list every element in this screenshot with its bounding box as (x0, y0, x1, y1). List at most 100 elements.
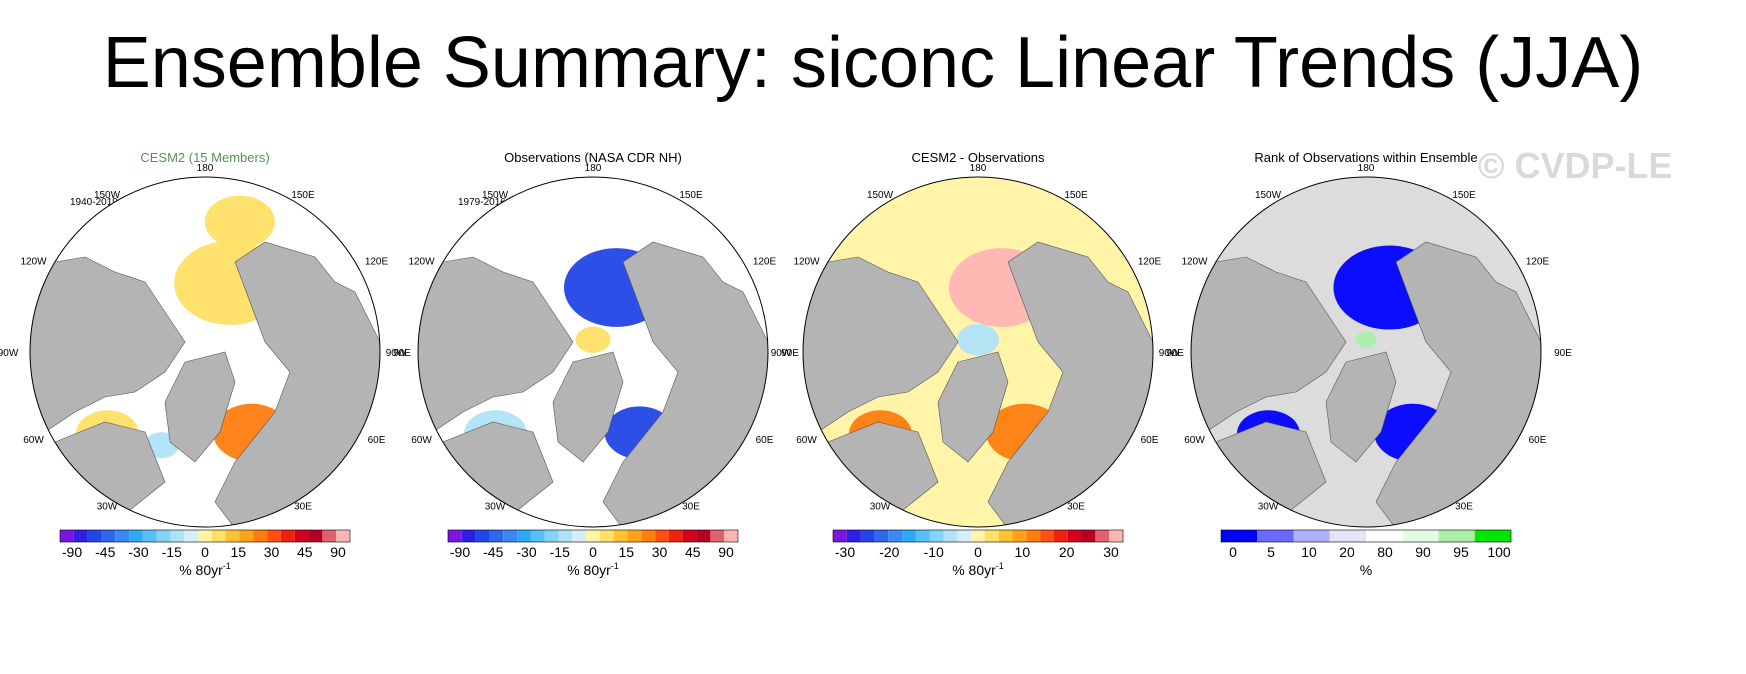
lon-label-30W: 30W (870, 502, 891, 513)
colorbar-swatch (1067, 530, 1082, 542)
colorbar-tick-label: -90 (450, 544, 470, 560)
trend-region-pole (575, 326, 611, 353)
trend-region-east-siberian (204, 195, 275, 249)
lon-label-90W: 90W (1159, 348, 1180, 359)
colorbar-swatch (627, 530, 642, 542)
lon-label-150W: 150W (94, 190, 121, 201)
map-border (802, 176, 1154, 528)
colorbar-swatch (1257, 530, 1294, 542)
colorbar-tick-label: 30 (264, 544, 280, 560)
colorbar-tick-label: 90 (718, 544, 734, 560)
lon-label-30E: 30E (294, 502, 312, 513)
lon-label-180: 180 (970, 163, 987, 174)
colorbar-tick-label: -15 (550, 544, 570, 560)
colorbar-tick-label: -20 (879, 544, 899, 560)
colorbar-swatch (322, 530, 337, 542)
colorbar-swatch (129, 530, 143, 542)
lon-label-30E: 30E (1455, 502, 1473, 513)
colorbar-tick-label: 10 (1301, 544, 1317, 560)
colorbar-swatch (1293, 530, 1330, 542)
colorbar-swatch (998, 530, 1013, 542)
colorbar-tick-label: 20 (1339, 544, 1355, 560)
colorbar-swatch (668, 530, 683, 542)
colorbar-tick-label: 90 (330, 544, 346, 560)
colorbar-swatch (115, 530, 130, 542)
lon-label-150W: 150W (1255, 190, 1282, 201)
colorbar-swatch (60, 530, 74, 542)
colorbar-tick-label: 0 (1229, 544, 1237, 560)
colorbar-tick-label: -90 (62, 544, 82, 560)
colorbar-swatch (724, 530, 738, 542)
lon-label-120W: 120W (793, 257, 820, 268)
colorbar-swatch (530, 530, 545, 542)
colorbar-frame (832, 529, 1124, 543)
greenland-land (937, 351, 1009, 463)
lon-label-90W: 90W (771, 348, 792, 359)
trend-region-pole (957, 324, 999, 356)
colorbar-swatch (915, 530, 930, 542)
colorbar-swatch (1366, 530, 1403, 542)
colorbar-swatch (280, 530, 295, 542)
colorbar-swatch (860, 530, 875, 542)
panel-title: Observations (NASA CDR NH) (504, 150, 682, 165)
colorbar-swatch (1438, 530, 1475, 542)
colorbar-swatch (874, 530, 889, 542)
colorbar-unit: % 80yr-1 (567, 561, 619, 578)
colorbar-tick-label: 0 (201, 544, 209, 560)
lon-label-30W: 30W (485, 502, 506, 513)
colorbar-swatch (696, 530, 711, 542)
lon-label-150W: 150W (867, 190, 894, 201)
colorbar-swatch (641, 530, 656, 542)
colorbar-tick-label: 20 (1059, 544, 1075, 560)
map-border (417, 176, 769, 528)
colorbar-swatch (294, 530, 309, 542)
north-america-land (1191, 256, 1347, 433)
lon-label-60E: 60E (368, 435, 386, 446)
colorbar-swatch (336, 530, 350, 542)
lon-label-60E: 60E (756, 435, 774, 446)
colorbar-swatch (489, 530, 504, 542)
lon-label-150E: 150E (679, 190, 703, 201)
colorbar-swatch (517, 530, 531, 542)
colorbar: -90 -45 -30 -15 0 15 30 45 90 % 80yr-1 (447, 529, 739, 578)
colorbar-swatch (1081, 530, 1096, 542)
colorbar-unit-exponent: -1 (611, 561, 619, 571)
greenland-land (552, 351, 624, 463)
lon-label-120E: 120E (1138, 257, 1162, 268)
colorbar-swatch (267, 530, 281, 542)
lon-label-60E: 60E (1529, 435, 1547, 446)
lon-label-120E: 120E (365, 257, 389, 268)
colorbar: -30 -20 -10 0 10 20 30 % 80yr-1 (832, 529, 1124, 578)
colorbar-swatch (1026, 530, 1041, 542)
colorbar-tick-label: -30 (835, 544, 855, 560)
lon-label-90W: 90W (386, 348, 407, 359)
colorbar-frame (447, 529, 739, 543)
colorbar-frame (1220, 529, 1512, 543)
panel-title: CESM2 (15 Members) (140, 150, 269, 165)
lon-label-30W: 30W (1258, 502, 1279, 513)
colorbar-swatch (1012, 530, 1027, 542)
colorbar-swatch (682, 530, 697, 542)
lon-label-150E: 150E (291, 190, 315, 201)
colorbar-swatch (902, 530, 916, 542)
lon-label-180: 180 (585, 163, 602, 174)
colorbar-tick-label: 10 (1015, 544, 1031, 560)
colorbar-swatch (544, 530, 559, 542)
lon-label-180: 180 (1358, 163, 1375, 174)
colorbar-unit: % 80yr-1 (179, 561, 231, 578)
colorbar-tick-label: -45 (95, 544, 115, 560)
colorbar: -90 -45 -30 -15 0 15 30 45 90 % 80yr-1 (59, 529, 351, 578)
colorbar: 0 5 10 20 80 90 95 100% (1220, 529, 1512, 578)
lon-label-30E: 30E (682, 502, 700, 513)
colorbar-swatch (1053, 530, 1068, 542)
colorbar-swatch (87, 530, 102, 542)
colorbar-swatch (101, 530, 116, 542)
colorbar-swatch (655, 530, 669, 542)
colorbar-swatch (239, 530, 254, 542)
colorbar-swatch (142, 530, 157, 542)
greenland-land (1325, 351, 1397, 463)
lon-label-90E: 90E (393, 348, 411, 359)
lon-label-30W: 30W (97, 502, 118, 513)
